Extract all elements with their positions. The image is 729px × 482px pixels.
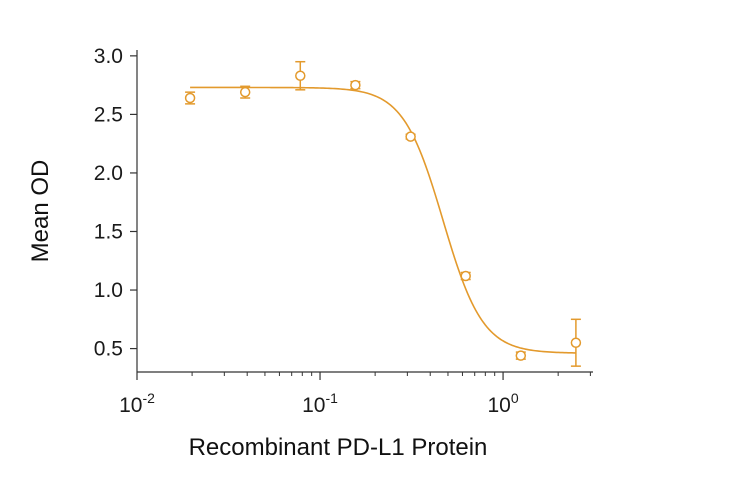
point-marker	[515, 350, 527, 361]
y-tick-label: 1.5	[94, 220, 123, 243]
y-tick-label: 2.5	[94, 103, 123, 126]
point-marker	[239, 86, 251, 98]
y-tick-label: 2.0	[94, 162, 123, 185]
data-points-layer	[184, 60, 582, 367]
data-point	[570, 318, 582, 367]
point-marker	[295, 70, 306, 82]
data-point	[295, 60, 306, 91]
data-point	[405, 131, 416, 142]
point-marker	[184, 92, 196, 104]
data-point	[460, 270, 471, 282]
fit-curve	[190, 86, 576, 354]
x-tick-label: 10-1	[302, 390, 338, 417]
point-marker	[570, 337, 582, 348]
data-point	[184, 91, 196, 105]
x-tick-label: 10-2	[119, 390, 155, 417]
axes: 3.0 2.5 2.0 1.5 1.0 0.5 10-2 10-1 100	[94, 45, 593, 417]
x-tick-label: 100	[487, 390, 518, 417]
x-axis-label: Recombinant PD-L1 Protein	[189, 434, 488, 461]
y-axis-label: Mean OD	[27, 160, 54, 263]
y-tick-label: 1.0	[94, 279, 123, 302]
data-point	[350, 79, 361, 91]
y-tick-label: 0.5	[94, 338, 123, 361]
point-marker	[405, 131, 416, 142]
point-marker	[350, 79, 361, 91]
fit-curve-layer	[190, 86, 576, 354]
point-marker	[460, 270, 471, 282]
y-tick-label: 3.0	[94, 45, 123, 68]
data-point	[515, 350, 527, 361]
data-point	[239, 85, 251, 99]
